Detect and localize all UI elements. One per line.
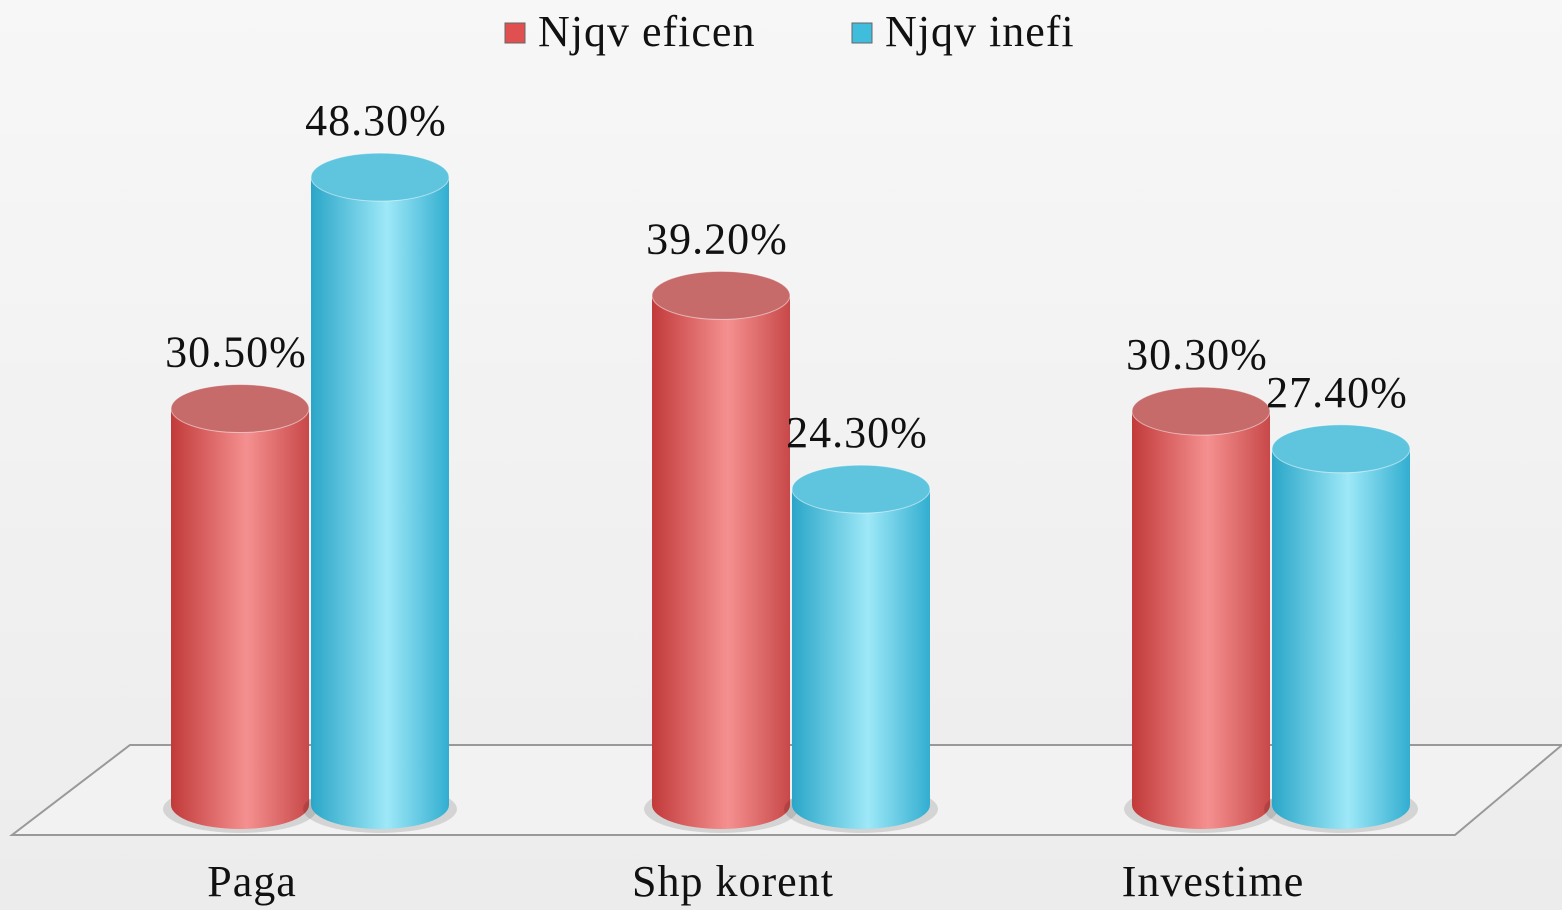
bar [652, 295, 790, 829]
legend-swatch [504, 22, 526, 44]
bar [1132, 411, 1270, 829]
bar-top [1271, 424, 1411, 474]
bar-top [651, 270, 791, 320]
data-label: 27.40% [1266, 368, 1408, 417]
x-tick-label: Shp korent [632, 857, 834, 906]
bar-top [170, 384, 310, 433]
bar [1272, 448, 1410, 829]
bar-top [310, 152, 450, 202]
bar-top [791, 464, 931, 514]
x-tick-label: Investime [1122, 857, 1305, 906]
bar [311, 177, 449, 830]
bar-top [1131, 386, 1271, 436]
legend-swatch [851, 22, 873, 44]
data-label: 24.30% [786, 408, 928, 457]
data-label: 30.50% [165, 328, 307, 377]
legend-label: Njqv inefi [885, 7, 1075, 56]
data-label: 39.20% [646, 214, 788, 263]
data-label: 48.30% [305, 96, 447, 145]
bar [171, 408, 309, 829]
bar [792, 489, 930, 829]
x-tick-label: Paga [207, 857, 297, 906]
legend-label: Njqv eficen [538, 7, 755, 56]
data-label: 30.30% [1126, 330, 1268, 379]
